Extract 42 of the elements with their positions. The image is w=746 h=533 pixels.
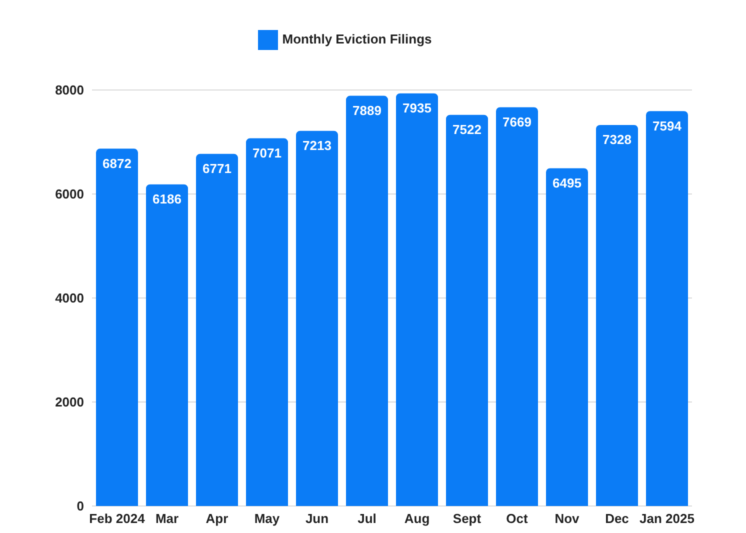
bar [196, 154, 238, 506]
bar [346, 96, 388, 506]
x-tick-label: Jun [305, 511, 329, 526]
x-tick-label: May [254, 511, 280, 526]
x-tick-label: Oct [506, 511, 529, 526]
bar [396, 93, 438, 506]
y-tick-label: 0 [76, 498, 84, 514]
data-label: 7594 [652, 118, 682, 134]
x-tick-label: Aug [404, 511, 430, 526]
x-tick-label: Jul [358, 511, 376, 526]
legend-label: Monthly Eviction Filings [282, 31, 432, 46]
x-tick-label: Nov [554, 511, 580, 526]
x-tick-label: Feb 2024 [89, 511, 146, 526]
x-tick-label: Jan 2025 [640, 511, 694, 526]
data-label: 7522 [452, 122, 482, 138]
y-tick-label: 6000 [55, 186, 84, 202]
y-tick-label: 2000 [55, 394, 84, 410]
bar [596, 124, 638, 506]
data-label: 6771 [202, 161, 232, 176]
bar [296, 130, 338, 506]
bar [246, 138, 288, 506]
y-tick-label: 8000 [55, 82, 84, 98]
data-label: 7889 [352, 103, 382, 118]
data-label: 6872 [102, 156, 132, 171]
data-label: 7669 [502, 114, 532, 130]
y-tick-label: 4000 [55, 290, 84, 306]
data-label: 7935 [402, 100, 432, 116]
data-label: 7328 [602, 132, 632, 148]
x-tick-label: Apr [206, 511, 228, 526]
bar [146, 184, 188, 506]
data-label: 6495 [552, 175, 582, 190]
x-tick-label: Mar [155, 511, 179, 526]
data-label: 7213 [302, 138, 332, 154]
bar [646, 111, 688, 506]
bar [446, 114, 488, 506]
x-tick-label: Sept [452, 511, 482, 526]
x-tick-label: Dec [605, 511, 629, 526]
bar [96, 148, 138, 506]
data-label: 6186 [152, 192, 182, 207]
bar [546, 168, 588, 506]
bar [496, 107, 538, 506]
data-label: 7071 [252, 146, 282, 161]
